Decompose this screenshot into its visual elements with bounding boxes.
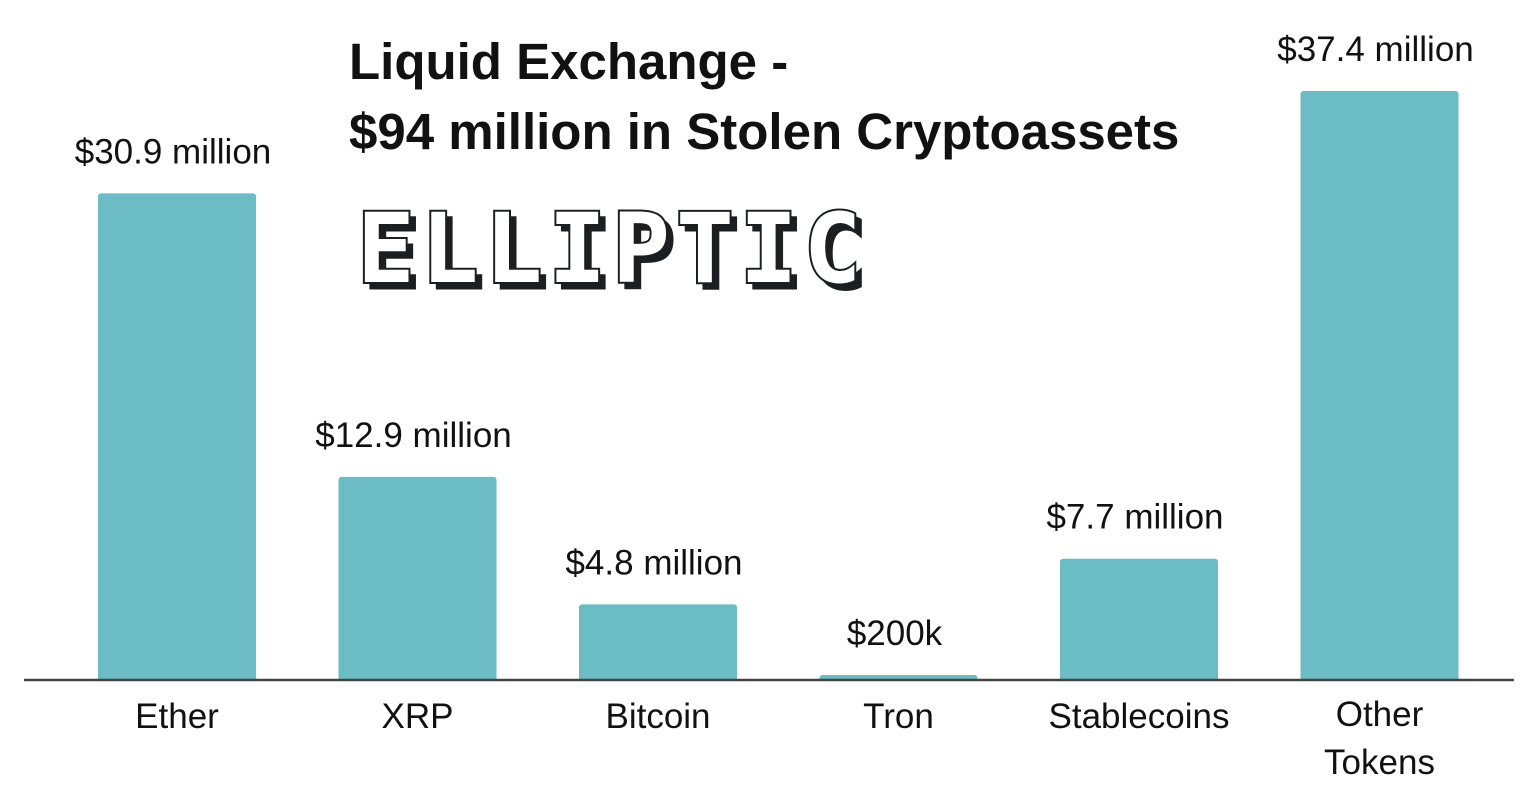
chart-title-line-2: $94 million in Stolen Cryptoassets	[349, 103, 1179, 160]
category-label-bitcoin: Bitcoin	[605, 697, 710, 736]
value-label-xrp: $12.9 million	[315, 416, 512, 455]
bars-layer	[98, 91, 1459, 681]
value-label-bitcoin: $4.8 million	[565, 543, 742, 582]
elliptic-logo-shadow: ELLIPTIC	[363, 199, 873, 311]
elliptic-logo: ELLIPTIC ELLIPTIC	[355, 191, 873, 313]
category-label-other-tokens-line-1: Other	[1336, 695, 1424, 734]
chart-title-line-1: Liquid Exchange -	[349, 33, 788, 90]
category-label-tron: Tron	[863, 697, 934, 736]
bar-stablecoins	[1060, 558, 1218, 681]
bar-other-tokens	[1300, 91, 1459, 681]
labels-layer: $30.9 million Ether $12.9 million XRP $4.8 m…	[75, 30, 1474, 782]
category-label-other-tokens-line-2: Tokens	[1324, 743, 1435, 782]
bar-xrp	[338, 476, 497, 681]
bar-bitcoin	[579, 604, 737, 681]
category-label-ether: Ether	[135, 697, 219, 736]
value-label-stablecoins: $7.7 million	[1046, 498, 1223, 537]
value-label-other-tokens: $37.4 million	[1277, 30, 1474, 69]
category-label-xrp: XRP	[382, 697, 454, 736]
category-label-stablecoins: Stablecoins	[1049, 697, 1230, 736]
elliptic-logo-face: ELLIPTIC	[357, 193, 867, 305]
value-label-ether: $30.9 million	[75, 132, 272, 171]
bar-ether	[98, 193, 256, 681]
value-label-tron: $200k	[847, 614, 943, 653]
